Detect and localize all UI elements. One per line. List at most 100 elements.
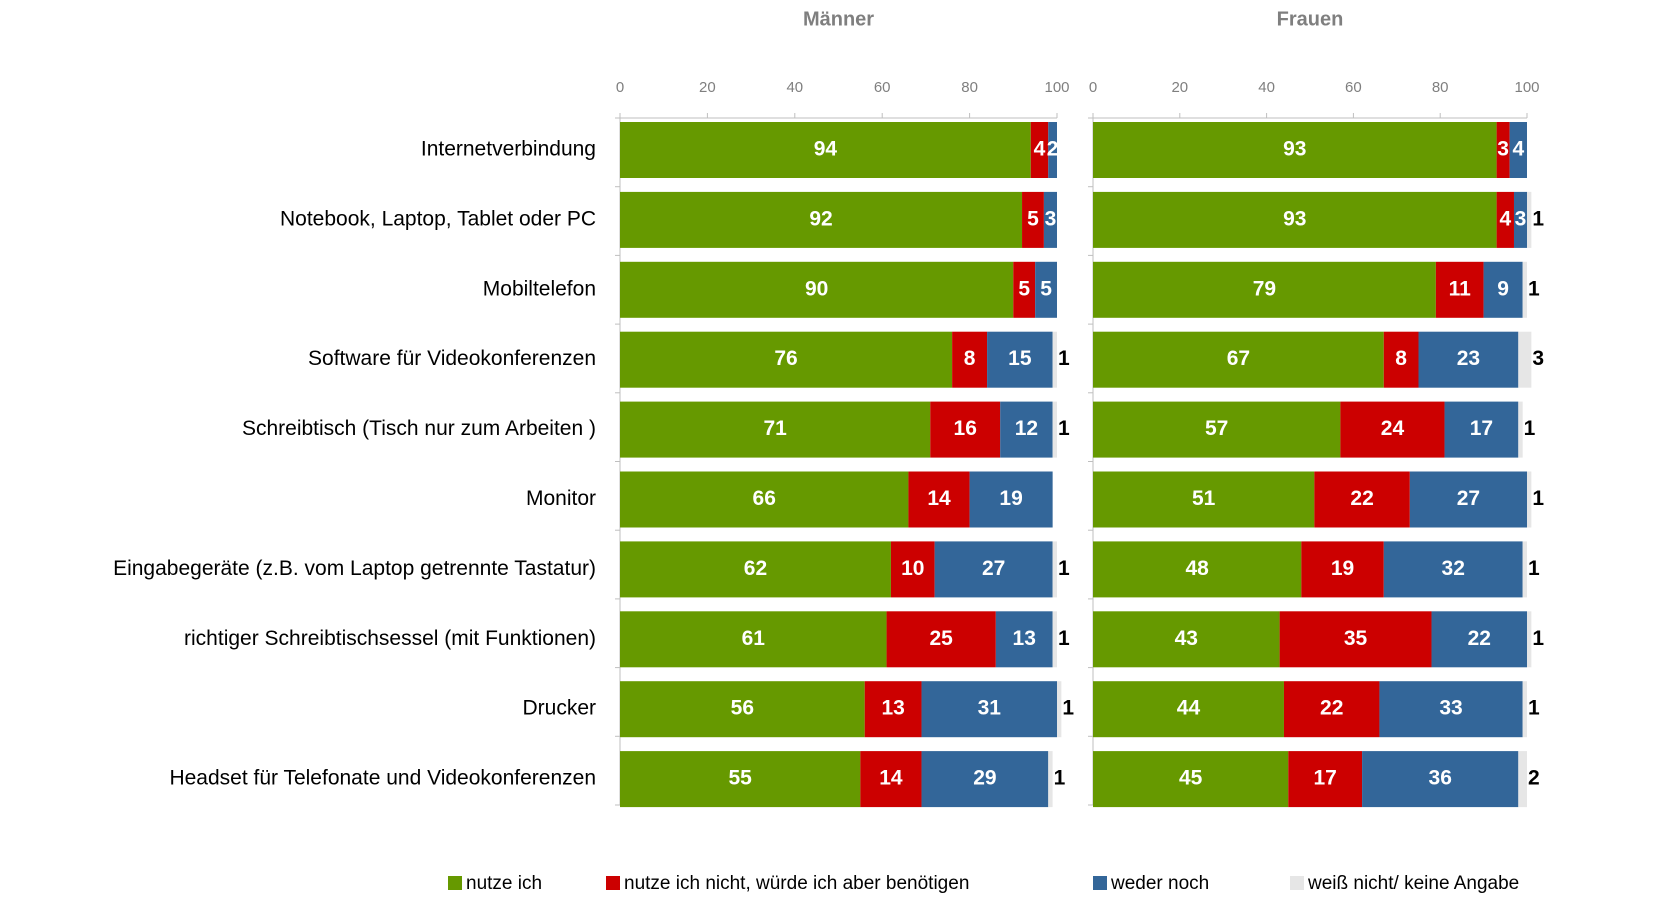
bar-segment (921, 751, 1049, 808)
bar-segment (1431, 611, 1527, 668)
bar-segment (1362, 751, 1519, 808)
value-label: 71 (763, 417, 787, 440)
bar-segment (1527, 611, 1532, 668)
bar-segment (1518, 751, 1527, 808)
value-label: 1 (1528, 557, 1540, 580)
value-label: 3 (1515, 207, 1527, 230)
bar-segment (1093, 261, 1436, 318)
value-label: 93 (1283, 207, 1306, 230)
bar-segment (930, 401, 1001, 458)
value-label: 1 (1528, 277, 1540, 300)
value-label: 1 (1524, 417, 1536, 440)
value-label: 1 (1528, 697, 1540, 720)
value-label: 15 (1008, 347, 1032, 370)
value-label: 56 (731, 697, 754, 720)
bar-segment (1093, 191, 1497, 248)
bar-segment (1518, 401, 1523, 458)
bar-segment (1057, 681, 1062, 738)
value-label: 10 (901, 557, 924, 580)
value-label: 11 (1449, 277, 1472, 300)
bar-segment (1093, 751, 1289, 808)
x-tick-label: 80 (1432, 79, 1449, 96)
value-label: 12 (1015, 417, 1038, 440)
value-label: 92 (809, 207, 832, 230)
value-label: 25 (930, 627, 954, 650)
value-label: 3 (1532, 347, 1544, 370)
value-label: 3 (1497, 138, 1509, 161)
bar-segment (1013, 261, 1036, 318)
x-tick-label: 0 (1089, 79, 1097, 96)
value-label: 14 (927, 487, 951, 510)
bar-segment (1522, 541, 1527, 598)
legend-label: weder noch (1110, 873, 1209, 894)
bar-segment (1522, 681, 1527, 738)
value-label: 43 (1175, 627, 1198, 650)
bar-segment (1043, 191, 1057, 248)
x-tick-label: 20 (1171, 79, 1188, 96)
value-label: 4 (1512, 138, 1524, 161)
category-label: Drucker (522, 697, 596, 720)
value-label: 27 (1457, 487, 1480, 510)
bar-segment (1301, 541, 1384, 598)
value-label: 35 (1344, 627, 1368, 650)
value-label: 1 (1062, 697, 1074, 720)
bar-segment (620, 541, 891, 598)
panel-title: Männer (803, 8, 874, 30)
bar-segment (1509, 122, 1527, 178)
value-label: 33 (1439, 697, 1462, 720)
bar-segment (1383, 331, 1419, 388)
bar-segment (1000, 401, 1053, 458)
value-label: 36 (1429, 767, 1452, 790)
value-label: 94 (814, 138, 838, 161)
category-label: Software für Videokonferenzen (308, 347, 596, 370)
category-label: Headset für Telefonate und Videokonferen… (169, 767, 596, 790)
bar-segment (1496, 122, 1510, 178)
bar-segment (1383, 541, 1523, 598)
bar-segment (995, 611, 1053, 668)
legend-swatch (448, 876, 462, 890)
bar-segment (1093, 611, 1280, 668)
bar-segment (1518, 331, 1532, 388)
value-label: 67 (1227, 347, 1250, 370)
value-label: 1 (1058, 347, 1070, 370)
bar-segment (952, 331, 988, 388)
bar-segment (908, 471, 970, 528)
value-label: 48 (1185, 557, 1209, 580)
category-label: Monitor (526, 487, 596, 510)
value-label: 55 (728, 767, 752, 790)
bar-segment (1340, 401, 1445, 458)
value-label: 8 (1395, 347, 1407, 370)
bar-segment (1522, 261, 1527, 318)
bar-segment (921, 681, 1057, 738)
bar-segment (890, 541, 935, 598)
bar-segment (620, 401, 931, 458)
category-label: Schreibtisch (Tisch nur zum Arbeiten ) (242, 417, 596, 440)
value-label: 9 (1497, 277, 1509, 300)
value-label: 5 (1027, 207, 1039, 230)
bar-segment (1052, 401, 1057, 458)
value-label: 79 (1253, 277, 1276, 300)
value-label: 90 (805, 277, 828, 300)
value-label: 27 (982, 557, 1005, 580)
bar-segment (1314, 471, 1410, 528)
bar-segment (1288, 751, 1363, 808)
value-label: 62 (744, 557, 767, 580)
legend-swatch (606, 876, 620, 890)
legend-label: weiß nicht/ keine Angabe (1307, 873, 1519, 894)
bar-segment (1022, 191, 1044, 248)
value-label: 76 (774, 347, 797, 370)
value-label: 14 (879, 767, 903, 790)
value-label: 22 (1320, 697, 1343, 720)
value-label: 2 (1528, 767, 1540, 790)
bar-segment (1052, 331, 1057, 388)
x-tick-label: 100 (1514, 79, 1539, 96)
value-label: 1 (1058, 557, 1070, 580)
category-label: Notebook, Laptop, Tablet oder PC (280, 207, 596, 230)
bar-segment (1048, 751, 1053, 808)
bar-segment (1409, 471, 1527, 528)
value-label: 2 (1047, 138, 1059, 161)
bar-segment (864, 681, 922, 738)
bar-segment (1035, 261, 1057, 318)
value-label: 1 (1058, 627, 1070, 650)
